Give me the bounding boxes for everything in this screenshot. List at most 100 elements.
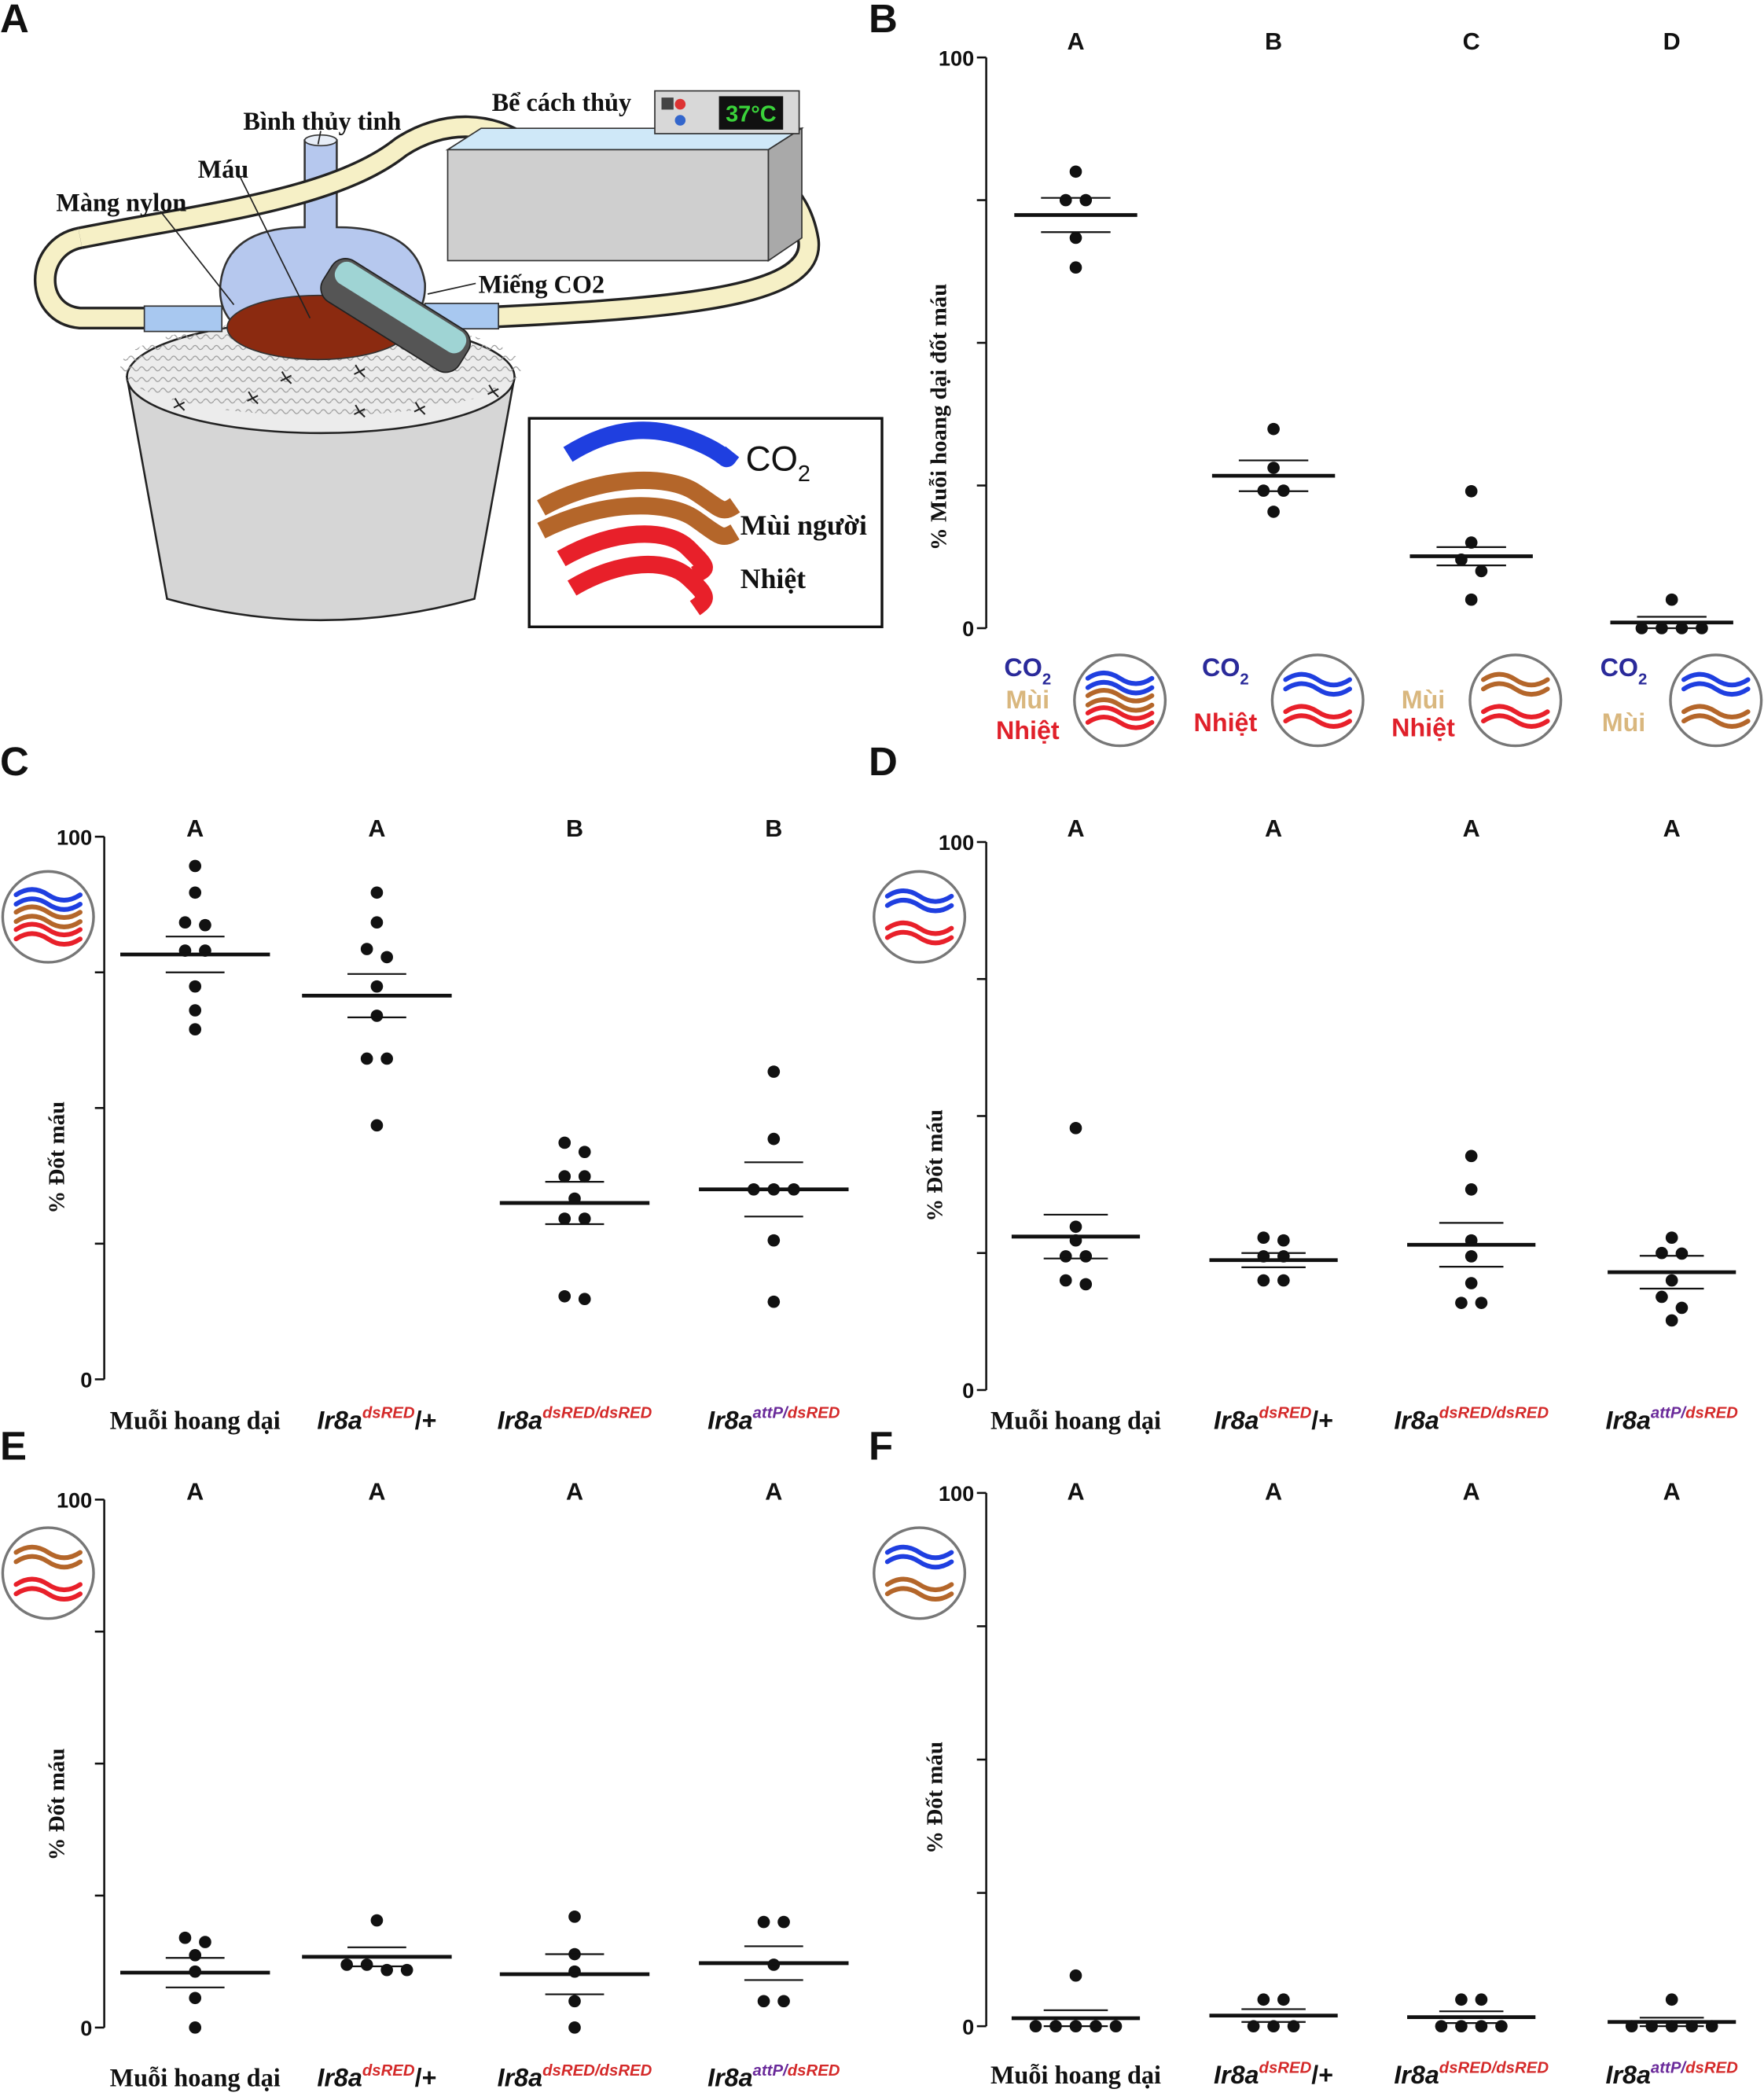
label-part: /+ [415,2064,437,2092]
data-point [1675,1301,1689,1315]
data-point [578,1170,591,1183]
group-letter: A [1663,815,1681,842]
label-part: Ir8a [498,2064,542,2092]
cue-wave [1283,713,1352,729]
data-point [189,1949,202,1962]
label-part: CO [1600,653,1638,682]
y-tick-label: 0 [962,2014,974,2039]
data-point [1277,1993,1290,2006]
stimulus-label: Mùi [1602,708,1646,737]
data-point [1109,2020,1123,2032]
data-point [558,1170,571,1183]
group-letter: A [368,815,385,842]
legend-waves [537,421,741,616]
data-point [1464,1277,1478,1289]
cue-icon [1669,653,1763,748]
label-part: dsRED/dsRED [1439,2060,1549,2077]
group-letter: A [1663,1478,1681,1505]
label-part: Ir8a [317,1406,362,1434]
panel-letter: C [0,739,29,784]
wave [567,555,713,616]
data-point [767,1234,781,1247]
panel-letter: E [0,1423,27,1468]
x-tick-label: Ir8adsRED/dsRED [498,2062,652,2092]
data-point [1059,1274,1072,1287]
data-point [757,1915,770,1929]
label-part: attP/ [753,1405,789,1422]
group-letter: B [1265,28,1282,55]
data-point [1495,2020,1508,2032]
label-part: attP/ [1651,1405,1687,1422]
data-point [1435,2020,1448,2032]
cue-wave [1681,671,1751,688]
data-point [199,918,211,932]
label-part: dsRED [362,2062,415,2080]
pad-face [334,261,467,354]
data-point [1267,506,1280,518]
data-point [360,943,373,955]
cue-wave [884,929,954,946]
data-point [578,1212,591,1225]
display [718,96,784,130]
label-part: Muỗi hoang dại [110,1406,281,1434]
panel-letter: B [869,0,898,41]
x-tick-label: Muỗi hoang dại [110,2064,281,2092]
leader-lines [160,131,476,318]
button [674,115,686,126]
data-point [370,1010,384,1022]
cue-wave [1283,681,1352,697]
label-part: Ir8a [707,2064,752,2092]
stimulus-label: Mùi [1006,686,1050,714]
data-point [568,2021,581,2034]
data-point [1475,1296,1488,1309]
label-part: dsRED [788,2062,840,2080]
data-point [777,1915,790,1929]
legend-sub: 2 [798,462,810,487]
data-point [1475,565,1488,578]
cue-wave [1283,671,1352,688]
group-letter: C [1463,28,1480,55]
x-tick-label: Ir8adsRED/+ [317,2062,436,2092]
label-part: Ir8a [317,2064,362,2092]
data-point [370,1914,384,1927]
x-tick-label: Ir8aattP/dsRED [1605,2060,1738,2090]
cue-wave [1085,670,1155,686]
stimulus-label: CO2 [1004,653,1051,688]
label-part: Ir8a [1605,2061,1650,2089]
group-letter: A [1067,1478,1084,1505]
button [674,98,686,110]
group-letter: B [566,815,583,842]
cue-wave [13,887,83,903]
data-point [1656,1246,1668,1260]
x-tick-label: Ir8adsRED/+ [317,1405,436,1435]
bath-side [767,127,803,263]
label-part: Muỗi hoang dại [990,2061,1161,2089]
legend-text: CO [746,439,798,478]
group-letter: A [1463,1478,1480,1505]
wave [537,471,741,519]
x-tick-label: Ir8adsRED/dsRED [1394,2060,1549,2090]
cue-icon [1468,653,1563,748]
data-point [178,1931,192,1944]
cue-wave [13,1544,83,1561]
cue-wave [1085,679,1155,696]
bath [447,149,770,262]
cue-wave [884,897,954,914]
display-text: 37°C [726,102,777,127]
label-part: attP/ [753,2062,789,2080]
data-point [1257,1231,1270,1245]
x-tick-label: Ir8aattP/dsRED [707,1405,840,1435]
cue-wave [884,888,954,904]
label-sub: 2 [1638,671,1647,688]
legend-label: Mùi người [741,509,867,541]
leader [240,177,311,318]
data-point [1029,2020,1042,2032]
label-part: dsRED/dsRED [542,2062,652,2080]
mosquito [487,384,499,398]
flask-mouth [303,134,338,147]
y-tick-label: 100 [939,1481,974,1506]
cue-wave [13,1554,83,1570]
data-point [189,1023,202,1036]
